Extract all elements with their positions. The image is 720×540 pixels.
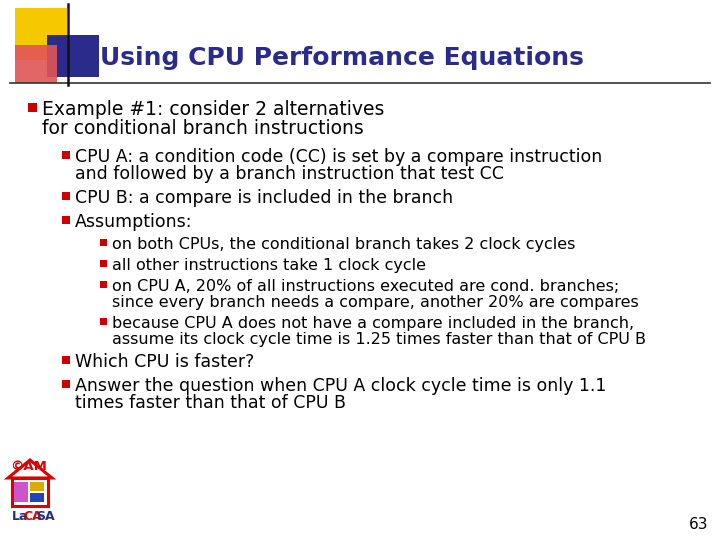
Text: because CPU A does not have a compare included in the branch,: because CPU A does not have a compare in… (112, 316, 634, 331)
Bar (15, 8, 67, 60)
Bar (30, 493, 44, 502)
Text: 63: 63 (688, 517, 708, 532)
Text: Assumptions:: Assumptions: (75, 213, 192, 231)
Text: Using CPU Performance Equations: Using CPU Performance Equations (100, 46, 584, 70)
Bar (100, 319, 107, 326)
Text: CPU B: a compare is included in the branch: CPU B: a compare is included in the bran… (75, 189, 453, 207)
Bar (15, 45, 57, 83)
Text: La: La (12, 510, 29, 523)
Bar (62, 380, 70, 388)
Text: on CPU A, 20% of all instructions executed are cond. branches;: on CPU A, 20% of all instructions execut… (112, 279, 619, 294)
Bar (28, 103, 37, 112)
Text: since every branch needs a compare, another 20% are compares: since every branch needs a compare, anot… (112, 295, 639, 310)
Text: CA: CA (23, 510, 42, 523)
Bar (47, 35, 99, 77)
Bar (30, 482, 44, 491)
Bar (62, 192, 70, 200)
Text: SA: SA (36, 510, 55, 523)
Text: all other instructions take 1 clock cycle: all other instructions take 1 clock cycl… (112, 258, 426, 273)
Bar (14, 482, 28, 502)
Text: ©AM: ©AM (10, 460, 47, 473)
Bar (62, 151, 70, 159)
Text: Example #1: consider 2 alternatives: Example #1: consider 2 alternatives (42, 100, 384, 119)
Text: Which CPU is faster?: Which CPU is faster? (75, 353, 254, 371)
Text: for conditional branch instructions: for conditional branch instructions (42, 119, 364, 138)
Text: times faster than that of CPU B: times faster than that of CPU B (75, 394, 346, 412)
Bar (100, 281, 107, 288)
Text: Answer the question when CPU A clock cycle time is only 1.1: Answer the question when CPU A clock cyc… (75, 377, 606, 395)
Text: on both CPUs, the conditional branch takes 2 clock cycles: on both CPUs, the conditional branch tak… (112, 237, 575, 252)
Bar (12, 478, 48, 506)
Bar (100, 239, 107, 246)
Bar (62, 215, 70, 224)
Bar (62, 355, 70, 363)
Text: assume its clock cycle time is 1.25 times faster than that of CPU B: assume its clock cycle time is 1.25 time… (112, 332, 646, 347)
Text: and followed by a branch instruction that test CC: and followed by a branch instruction tha… (75, 165, 504, 183)
Text: CPU A: a condition code (CC) is set by a compare instruction: CPU A: a condition code (CC) is set by a… (75, 148, 602, 166)
Bar (100, 260, 107, 267)
